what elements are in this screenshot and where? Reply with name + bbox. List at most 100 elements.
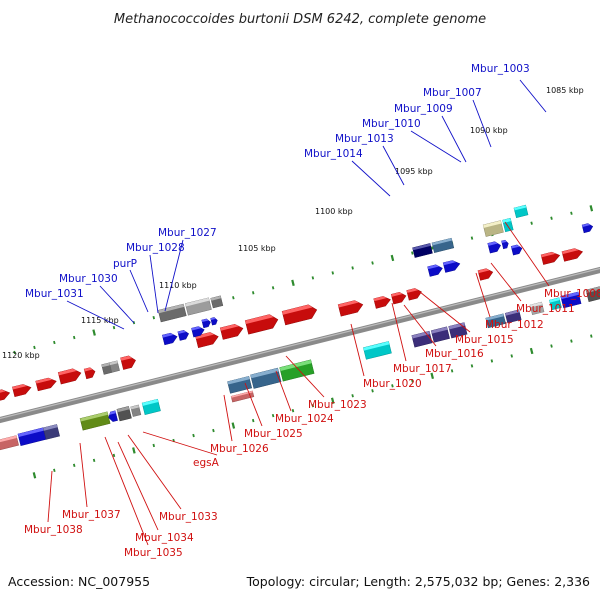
gene-forward-36	[540, 251, 561, 265]
gene-highlight	[502, 218, 512, 224]
backbone-highlight	[0, 267, 600, 420]
gene-reverse-43	[42, 424, 60, 440]
gene-reverse-61	[560, 291, 582, 309]
gene-label-mbur-1008: Mbur_1008	[544, 288, 600, 300]
scale-tick	[570, 211, 573, 215]
gene-highlight	[250, 368, 279, 379]
scale-tick	[212, 428, 215, 433]
gene-highlight	[505, 309, 520, 316]
gene-forward-26	[431, 237, 455, 253]
leader-line-mbur-1033	[127, 434, 182, 510]
scale-tick	[251, 418, 255, 423]
gene-highlight	[363, 341, 390, 351]
scale-tick	[33, 345, 36, 350]
scale-tick	[470, 236, 474, 240]
scale-tick	[510, 354, 513, 358]
scale-tick	[112, 325, 116, 330]
scale-tick	[430, 246, 434, 250]
gene-reverse-62	[585, 284, 600, 302]
gene-forward-22	[373, 296, 391, 309]
gene-label-mbur-1020: Mbur_1020	[363, 378, 422, 390]
gene-label-mbur-1012: Mbur_1012	[485, 319, 544, 331]
gene-label-mbur-1025: Mbur_1025	[244, 428, 303, 440]
gene-forward-29	[477, 268, 494, 281]
gene-label-mbur-1017: Mbur_1017	[393, 363, 452, 375]
gene-forward-9	[195, 332, 219, 348]
scale-tick	[330, 397, 335, 404]
gene-shape	[363, 341, 392, 360]
gene-highlight	[142, 399, 159, 406]
gene-reverse-48	[141, 398, 161, 415]
gene-highlight	[130, 404, 140, 410]
scale-tick	[192, 433, 195, 438]
gene-highlight	[412, 243, 431, 251]
leader-line-mbur-1015	[419, 291, 471, 333]
accession-text: Accession: NC_007955	[8, 574, 151, 589]
gene-forward-14	[157, 303, 187, 323]
scale-tick	[490, 359, 494, 363]
leader-line-mbur-1027	[164, 239, 184, 312]
scale-tick	[291, 408, 295, 413]
gene-highlight	[585, 284, 600, 293]
gene-forward-34	[510, 244, 523, 256]
gene-highlight	[210, 317, 216, 321]
leader-line-mbur-1030	[99, 285, 135, 324]
scale-tick	[550, 344, 553, 348]
gene-highlight	[109, 410, 116, 415]
gene-forward-17	[161, 332, 178, 346]
leader-line-mbur-1009	[441, 115, 467, 163]
kbp-label-1095-kbp: 1095 kbp	[395, 167, 433, 176]
gene-forward-11	[244, 314, 279, 335]
gene-label-egsa: egsA	[193, 457, 220, 469]
gene-highlight	[0, 435, 17, 444]
gene-forward-2	[12, 384, 32, 398]
gene-highlight	[279, 359, 312, 371]
gene-highlight	[177, 330, 187, 334]
gene-highlight	[227, 376, 250, 385]
gene-arrows	[0, 204, 600, 452]
gene-highlight	[529, 302, 543, 308]
gene-forward-24	[406, 288, 422, 301]
gene-label-mbur-1037: Mbur_1037	[62, 509, 121, 521]
leader-line-egsa	[142, 431, 218, 456]
gene-forward-33	[501, 239, 509, 250]
gene-label-mbur-1016: Mbur_1016	[425, 348, 484, 360]
gene-highlight	[549, 297, 560, 303]
gene-label-mbur-1024: Mbur_1024	[275, 413, 334, 425]
gene-highlight	[427, 264, 440, 270]
gene-shape	[281, 304, 318, 326]
gene-forward-15	[184, 297, 212, 316]
gene-reverse-45	[108, 410, 118, 422]
gene-forward-25	[412, 243, 433, 258]
scale-tick	[589, 205, 594, 212]
scale-tick	[232, 296, 235, 300]
gene-forward-10	[219, 323, 244, 340]
scale-tick	[152, 443, 156, 448]
gene-highlight	[101, 362, 110, 368]
kbp-label-1115-kbp: 1115 kbp	[81, 316, 119, 325]
leader-line-mbur-1026	[223, 394, 233, 442]
leader-line-mbur-1025	[244, 382, 263, 427]
gene-reverse-49	[227, 376, 253, 394]
gene-highlight	[220, 324, 239, 331]
kbp-label-1085-kbp: 1085 kbp	[546, 86, 584, 95]
gene-highlight	[513, 205, 527, 211]
gene-forward-1	[0, 389, 11, 405]
scale-tick	[430, 372, 434, 380]
gene-highlight	[561, 248, 579, 255]
scale-tick	[351, 266, 354, 270]
gene-label-mbur-1034: Mbur_1034	[135, 532, 194, 544]
leader-line-mbur-1012	[475, 272, 491, 318]
scale-tick	[53, 340, 56, 345]
backbone-line	[0, 266, 600, 424]
gene-highlight	[431, 238, 452, 246]
leader-line-mbur-1023	[285, 355, 325, 398]
gene-reverse-52	[279, 359, 315, 382]
gene-shape	[0, 389, 11, 405]
gene-forward-5	[83, 367, 96, 380]
gene-highlight	[158, 304, 185, 314]
gene-highlight	[231, 390, 253, 398]
scale-tick	[351, 394, 354, 398]
scale-tick	[92, 329, 96, 336]
